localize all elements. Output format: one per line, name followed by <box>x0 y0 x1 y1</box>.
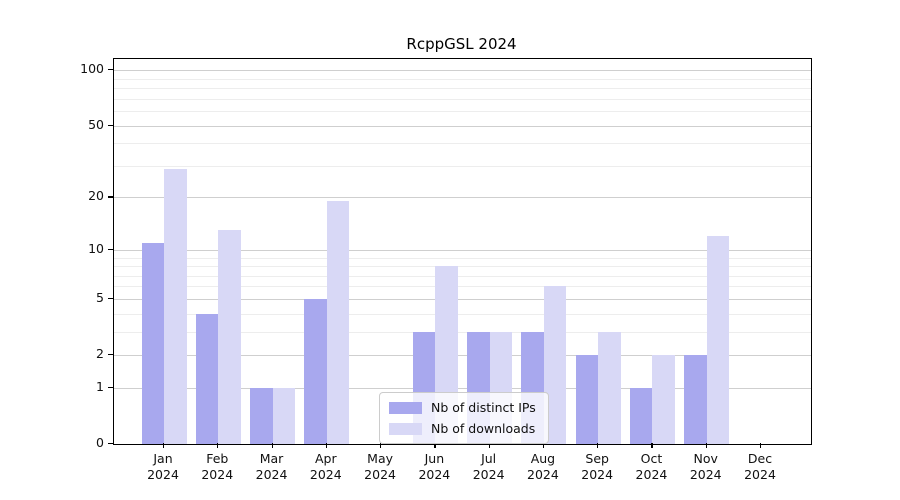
minor-gridline <box>114 111 811 113</box>
x-tick <box>163 443 165 448</box>
chart-title: RcppGSL 2024 <box>406 35 517 53</box>
y-tick <box>108 124 113 126</box>
minor-gridline <box>114 78 811 80</box>
y-tick <box>108 196 113 198</box>
x-tick-label: Aug 2024 <box>527 451 559 483</box>
y-tick <box>108 248 113 250</box>
x-tick <box>488 443 490 448</box>
legend-swatch-downloads <box>389 422 422 435</box>
x-tick <box>597 443 599 448</box>
bar-distinct-ips <box>684 355 707 444</box>
legend-label-downloads: Nb of downloads <box>431 421 536 436</box>
x-tick-label: Oct 2024 <box>635 451 668 483</box>
x-tick-label: Mar 2024 <box>255 451 288 483</box>
major-gridline <box>114 355 811 357</box>
minor-gridline <box>114 257 811 259</box>
y-tick <box>108 69 113 71</box>
minor-gridline <box>114 286 811 288</box>
legend-swatch-distinct-ips <box>389 401 422 414</box>
bar-downloads <box>598 331 621 444</box>
bar-downloads <box>543 286 567 444</box>
x-tick-label: Dec 2024 <box>744 451 776 483</box>
y-tick-label: 5 <box>96 289 104 305</box>
x-tick-label: Nov 2024 <box>689 451 722 483</box>
y-tick <box>108 354 113 356</box>
x-tick <box>217 443 219 448</box>
x-tick <box>760 443 762 448</box>
x-tick <box>271 443 273 448</box>
bar-downloads <box>164 168 187 444</box>
bar-downloads <box>326 201 350 444</box>
y-tick-label: 10 <box>88 240 104 256</box>
x-tick-label: Sep 2024 <box>581 451 614 483</box>
x-tick <box>705 443 707 448</box>
y-tick-label: 1 <box>96 378 104 394</box>
minor-gridline <box>114 331 811 333</box>
major-gridline <box>114 70 811 72</box>
bar-distinct-ips <box>195 313 219 444</box>
y-tick-label: 20 <box>88 188 104 204</box>
x-tick <box>434 443 436 448</box>
minor-gridline <box>114 88 811 90</box>
x-tick-label: Jul 2024 <box>472 451 505 483</box>
bar-downloads <box>706 236 730 444</box>
major-gridline <box>114 298 811 300</box>
y-tick-label: 2 <box>96 346 104 362</box>
bar-distinct-ips <box>304 298 327 444</box>
minor-gridline <box>114 313 811 315</box>
x-tick <box>380 443 382 448</box>
bar-distinct-ips <box>250 387 273 444</box>
x-tick-label: Jan 2024 <box>147 451 179 483</box>
y-tick-label: 50 <box>88 116 104 132</box>
minor-gridline <box>114 266 811 268</box>
x-tick-label: Apr 2024 <box>309 451 342 483</box>
bar-downloads <box>652 355 675 444</box>
x-tick <box>542 443 545 448</box>
major-gridline <box>114 125 811 127</box>
minor-gridline <box>114 275 811 277</box>
x-tick-label: Jun 2024 <box>418 451 451 483</box>
minor-gridline <box>114 165 811 167</box>
bar-distinct-ips <box>141 242 164 444</box>
legend: Nb of distinct IPs Nb of downloads <box>379 392 549 444</box>
major-gridline <box>114 249 811 251</box>
legend-item-distinct-ips: Nb of distinct IPs <box>389 400 536 415</box>
legend-label-distinct-ips: Nb of distinct IPs <box>431 400 536 415</box>
y-tick-label: 0 <box>96 435 104 450</box>
plot-area: Nb of distinct IPs Nb of downloads <box>113 58 812 445</box>
major-gridline <box>114 387 811 389</box>
bar-distinct-ips <box>629 387 653 444</box>
minor-gridline <box>114 98 811 100</box>
minor-gridline <box>114 143 811 145</box>
bar-downloads <box>272 387 296 444</box>
y-tick <box>108 386 113 389</box>
x-tick-label: Feb 2024 <box>201 451 234 483</box>
y-tick <box>108 297 113 300</box>
x-tick-label: May 2024 <box>364 451 396 483</box>
x-tick <box>325 443 327 448</box>
bar-distinct-ips <box>575 355 599 444</box>
major-gridline <box>114 197 811 199</box>
y-tick-label: 100 <box>80 61 104 77</box>
bar-downloads <box>218 230 241 444</box>
legend-item-downloads: Nb of downloads <box>389 421 536 436</box>
y-tick <box>108 443 113 445</box>
x-tick <box>651 443 653 448</box>
